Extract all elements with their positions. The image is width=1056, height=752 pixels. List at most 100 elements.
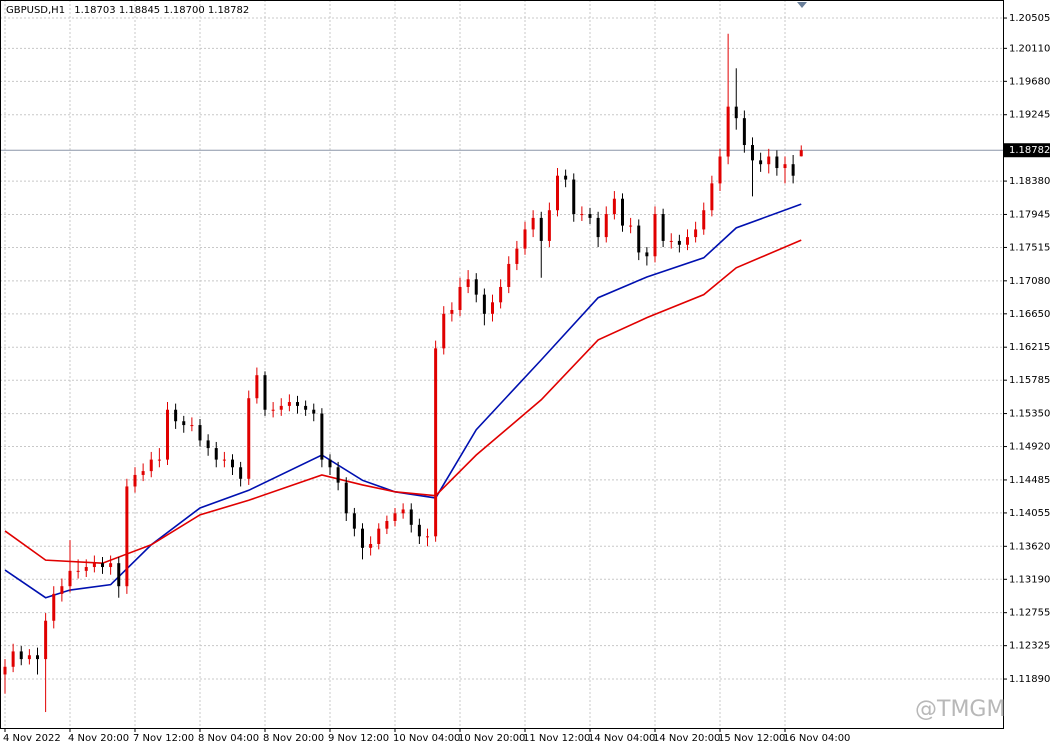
candle-body: [799, 150, 803, 157]
x-tick-label: 4 Nov 2022: [3, 733, 61, 744]
y-tick-label: 1.18380: [1009, 176, 1050, 187]
y-tick-label: 1.17515: [1009, 242, 1050, 253]
candle-body: [222, 459, 226, 461]
candle-body: [702, 210, 706, 230]
candle-body: [133, 474, 137, 487]
candle-body: [434, 348, 438, 537]
y-tick-label: 1.20110: [1009, 43, 1050, 54]
candle-body: [60, 586, 64, 594]
plot-border: [0, 0, 1004, 729]
candle-body: [109, 563, 113, 568]
candle-body: [726, 106, 730, 157]
candle-body: [174, 409, 178, 422]
candle-body: [507, 263, 511, 287]
candle-body: [198, 425, 202, 441]
y-tick-label: 1.20505: [1009, 13, 1050, 24]
candle-body: [214, 448, 218, 460]
candle-body: [482, 294, 486, 314]
candle-body: [751, 145, 754, 161]
candle-body: [3, 666, 7, 675]
candle-body: [76, 570, 80, 572]
current-price-label: 1.18782: [1009, 145, 1050, 156]
candle-body: [426, 536, 429, 538]
watermark: @TMGM: [915, 697, 1005, 722]
candle-body: [580, 214, 584, 216]
candle-body: [279, 405, 283, 410]
y-tick-label: 1.17945: [1009, 209, 1050, 220]
x-tick-label: 16 Nov 04:00: [783, 733, 850, 744]
candle-body: [531, 217, 535, 230]
candle-body: [271, 409, 275, 411]
candle-body: [409, 509, 413, 525]
candle-body: [385, 520, 389, 529]
candle-body: [263, 375, 267, 410]
candle-body: [637, 225, 641, 253]
candle-body: [417, 524, 421, 537]
candle-body: [255, 375, 259, 399]
candle-body: [401, 509, 405, 514]
x-tick-label: 14 Nov 04:00: [588, 733, 655, 744]
candle-body: [596, 217, 600, 238]
y-tick-label: 1.13620: [1009, 541, 1050, 552]
candle-body: [677, 240, 681, 245]
candle-body: [547, 210, 551, 241]
x-tick-label: 11 Nov 12:00: [523, 733, 590, 744]
candle-body: [287, 402, 291, 406]
candle-body: [686, 237, 689, 245]
candle-body: [669, 240, 673, 242]
plot: [3, 33, 803, 713]
candle-body: [68, 570, 72, 587]
candle-body: [466, 279, 470, 287]
candle-body: [11, 651, 15, 667]
candle-body: [539, 217, 543, 241]
candle-body: [612, 198, 616, 215]
x-tick-label: 14 Nov 20:00: [653, 733, 720, 744]
candle-body: [653, 214, 657, 257]
candle-body: [767, 156, 771, 165]
x-tick-label: 4 Nov 20:00: [68, 733, 129, 744]
candle-body: [734, 106, 738, 119]
candle-body: [564, 175, 568, 180]
y-tick-label: 1.12325: [1009, 641, 1050, 652]
y-tick-label: 1.16215: [1009, 342, 1050, 353]
candle-body: [44, 620, 48, 660]
candle-body: [450, 309, 454, 314]
candle-body: [141, 471, 145, 475]
candle-body: [369, 544, 373, 548]
candle-body: [239, 467, 243, 479]
x-tick-label: 8 Nov 04:00: [198, 733, 259, 744]
x-tick-label: 9 Nov 12:00: [328, 733, 389, 744]
candle-body: [182, 421, 186, 426]
moving-average: [4, 203, 802, 599]
candle-body: [442, 313, 446, 349]
candle-body: [491, 302, 494, 314]
candle-body: [206, 440, 210, 449]
candle-body: [759, 160, 763, 165]
x-tick-label: 10 Nov 20:00: [458, 733, 525, 744]
candle-body: [361, 528, 364, 548]
candle-body: [166, 409, 169, 460]
candle-body: [19, 651, 23, 660]
y-tick-label: 1.11890: [1009, 674, 1050, 685]
candle-body: [694, 229, 698, 238]
y-tick-label: 1.19245: [1009, 110, 1050, 121]
candle-body: [247, 398, 251, 479]
x-tick-label: 10 Nov 04:00: [393, 733, 460, 744]
chart-title: GBPUSD,H1 1.18703 1.18845 1.18700 1.1878…: [6, 5, 249, 16]
candle-body: [336, 467, 340, 483]
y-tick-label: 1.14920: [1009, 442, 1050, 453]
candle-body: [588, 214, 592, 218]
y-tick-label: 1.13190: [1009, 574, 1050, 585]
candle-body: [556, 175, 559, 211]
y-tick-label: 1.15785: [1009, 375, 1050, 386]
candle-body: [312, 409, 316, 414]
y-tick-label: 1.14055: [1009, 508, 1050, 519]
candle-body: [328, 459, 332, 468]
candle-body: [304, 405, 308, 410]
y-tick-label: 1.16650: [1009, 309, 1050, 320]
y-tick-label: 1.17080: [1009, 276, 1050, 287]
candle-body: [377, 528, 381, 545]
grid: [0, 0, 1003, 728]
